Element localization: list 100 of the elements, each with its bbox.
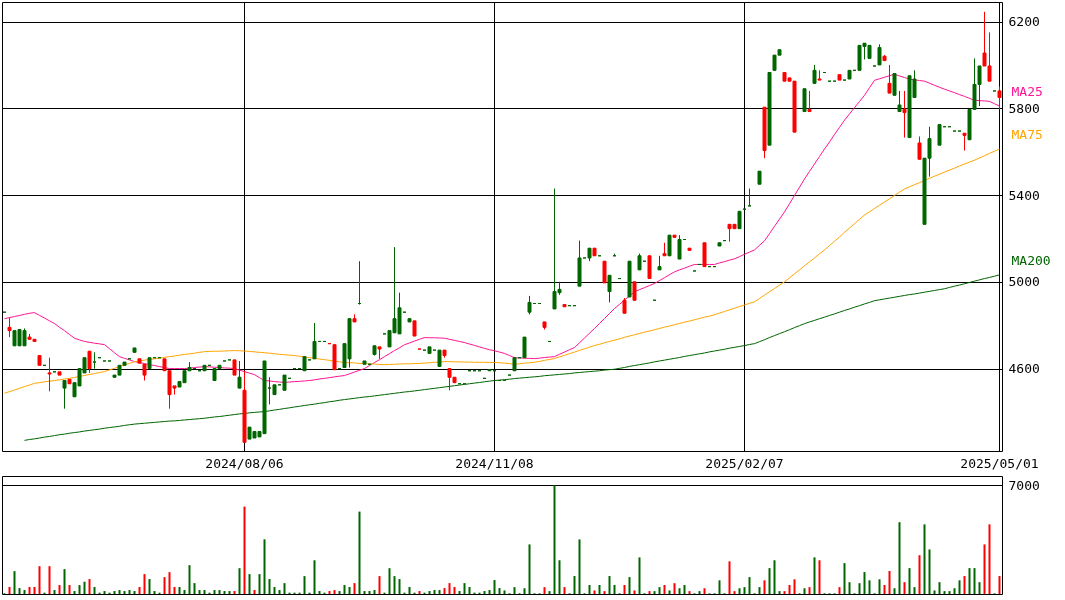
candlestick	[647, 255, 652, 280]
bar	[588, 584, 591, 594]
candlestick	[887, 64, 892, 94]
candlestick	[917, 135, 922, 160]
bar	[603, 591, 606, 594]
bar	[8, 587, 11, 594]
bar	[118, 590, 121, 594]
y-tick-label: 6200	[1008, 14, 1040, 30]
bar	[953, 588, 956, 594]
bar	[878, 579, 881, 594]
bar	[528, 544, 531, 594]
bar	[783, 591, 786, 594]
bar	[488, 590, 491, 594]
bar	[673, 583, 676, 594]
bar	[53, 590, 56, 594]
bar	[778, 591, 781, 594]
bar	[213, 590, 216, 594]
candlestick	[607, 274, 612, 303]
bar	[418, 591, 421, 594]
bar	[653, 591, 656, 594]
bar	[623, 584, 626, 594]
y-tick-label: 7000	[1008, 477, 1040, 493]
bar	[268, 579, 271, 594]
bar	[88, 579, 91, 594]
bar	[163, 577, 166, 594]
bar	[363, 591, 366, 594]
bar	[863, 572, 866, 594]
bar	[238, 568, 241, 594]
candlestick	[902, 90, 907, 139]
bar	[593, 590, 596, 594]
bar	[458, 591, 461, 594]
bar	[553, 485, 556, 594]
bar	[178, 587, 181, 594]
candlestick	[47, 357, 52, 392]
bar	[233, 591, 236, 594]
bar	[803, 588, 806, 594]
candlestick	[522, 336, 527, 359]
bar	[138, 587, 141, 594]
bar	[698, 591, 701, 594]
bar	[933, 590, 936, 594]
candlestick	[997, 86, 1002, 110]
candlestick	[747, 188, 752, 207]
bar	[918, 555, 921, 594]
bar	[758, 587, 761, 594]
bar	[503, 590, 506, 594]
bar	[63, 569, 66, 594]
bar	[273, 587, 276, 594]
bar	[93, 587, 96, 594]
bar	[683, 584, 686, 594]
bar	[113, 591, 116, 594]
y-tick-label: 4600	[1008, 361, 1040, 377]
candlestick	[677, 234, 682, 260]
bar	[818, 560, 821, 594]
bar	[223, 591, 226, 594]
bar	[168, 572, 171, 594]
bar	[928, 549, 931, 594]
bar	[83, 581, 86, 594]
candlestick	[892, 73, 897, 96]
bar	[358, 511, 361, 594]
candlestick	[62, 380, 67, 410]
bar	[733, 591, 736, 594]
bar	[253, 590, 256, 594]
line-series	[24, 274, 1000, 441]
bar	[28, 587, 31, 594]
bar	[983, 544, 986, 594]
bar	[848, 582, 851, 594]
bar	[998, 576, 1001, 594]
bar	[343, 585, 346, 594]
candlestick	[87, 350, 92, 374]
candlestick	[312, 322, 317, 360]
candlestick	[602, 260, 607, 284]
bar	[443, 588, 446, 594]
bar	[658, 587, 661, 594]
bar	[573, 576, 576, 594]
bar	[903, 582, 906, 594]
bar	[78, 585, 81, 594]
bar	[493, 580, 496, 594]
bar	[338, 591, 341, 594]
bar	[123, 591, 126, 594]
y-tick-label: 5000	[1008, 274, 1040, 290]
bar	[788, 584, 791, 594]
bar	[33, 587, 36, 594]
bar	[73, 591, 76, 594]
candlestick	[807, 90, 812, 113]
bar	[728, 561, 731, 594]
bar	[278, 590, 281, 594]
bar	[328, 591, 331, 594]
candlestick	[812, 64, 817, 84]
bar	[968, 568, 971, 594]
bar	[313, 560, 316, 594]
candlestick	[877, 43, 882, 66]
bar	[648, 591, 651, 594]
candlestick	[667, 234, 672, 257]
bar	[633, 590, 636, 594]
bar	[13, 571, 16, 594]
bar	[433, 590, 436, 594]
bar	[793, 579, 796, 594]
bar	[183, 590, 186, 594]
x-tick-label: 2025/02/07	[705, 455, 784, 471]
bar	[103, 591, 106, 594]
